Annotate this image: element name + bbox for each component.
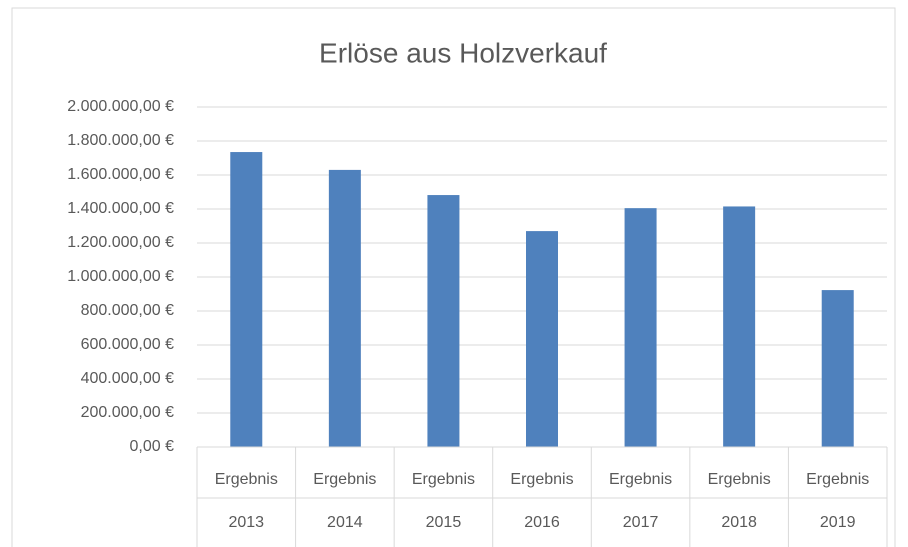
x-tick-label: Ergebnis (412, 471, 475, 488)
x-tick-label: 2014 (327, 514, 363, 531)
bar (526, 231, 558, 447)
bar (723, 206, 756, 447)
y-tick-label: 400.000,00 € (81, 370, 175, 387)
y-tick-label: 800.000,00 € (81, 302, 175, 319)
bar (427, 195, 460, 447)
x-tick-label: Ergebnis (708, 471, 771, 488)
x-tick-label: Ergebnis (215, 471, 278, 488)
y-tick-label: 600.000,00 € (81, 336, 175, 353)
x-tick-label: 2018 (721, 514, 757, 531)
chart-title: Erlöse aus Holzverkauf (319, 37, 607, 68)
y-tick-label: 2.000.000,00 € (67, 98, 174, 115)
x-tick-label: Ergebnis (313, 471, 376, 488)
y-tick-label: 1.800.000,00 € (67, 132, 174, 149)
x-tick-label: 2016 (524, 514, 560, 531)
y-tick-label: 200.000,00 € (81, 404, 175, 421)
y-tick-label: 1.600.000,00 € (67, 166, 174, 183)
y-tick-label: 1.200.000,00 € (67, 234, 174, 251)
bar (624, 208, 657, 447)
x-tick-label: 2015 (426, 514, 462, 531)
y-tick-label: 1.400.000,00 € (67, 200, 174, 217)
x-tick-label: Ergebnis (609, 471, 672, 488)
x-tick-label: Ergebnis (806, 471, 869, 488)
bar (328, 169, 361, 447)
bar (230, 152, 263, 448)
x-tick-label: 2019 (820, 514, 856, 531)
x-tick-label: 2017 (623, 514, 659, 531)
y-tick-label: 1.000.000,00 € (67, 268, 174, 285)
bar (821, 290, 854, 447)
x-tick-label: 2013 (228, 514, 264, 531)
x-tick-label: Ergebnis (510, 471, 573, 488)
y-tick-label: 0,00 € (130, 438, 175, 455)
